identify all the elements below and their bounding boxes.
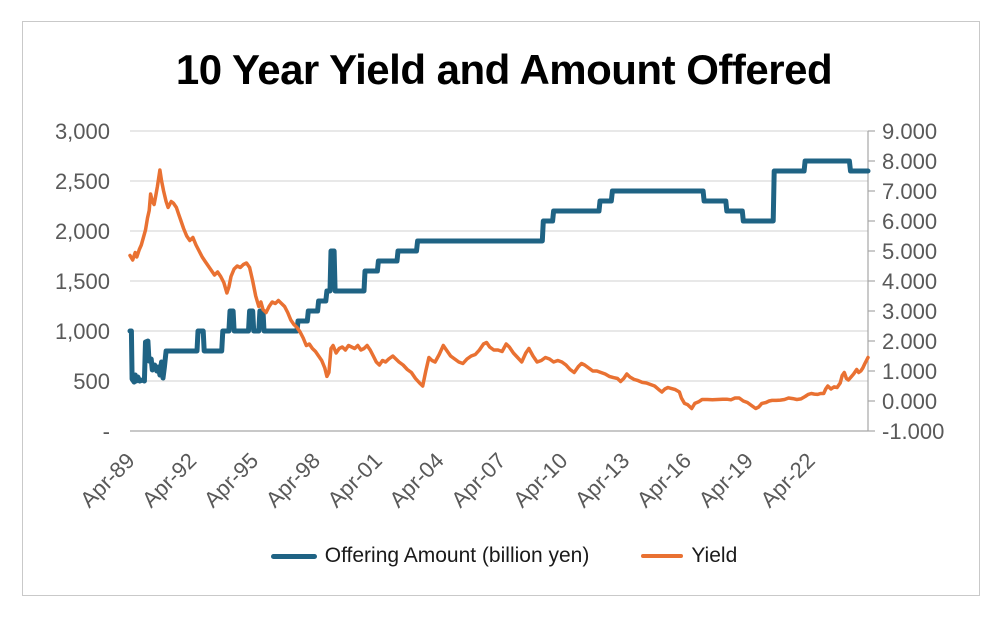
- x-axis-tick-label: Apr-10: [508, 448, 572, 512]
- right-axis-tick-label: 4.000: [882, 269, 937, 294]
- right-axis-tick-label: 1.000: [882, 359, 937, 384]
- right-axis-tick-label: 2.000: [882, 329, 937, 354]
- right-axis-tick-label: 6.000: [882, 209, 937, 234]
- x-axis-tick-label: Apr-07: [446, 448, 510, 512]
- left-axis-tick-label: 3,000: [55, 119, 110, 144]
- left-axis-tick-label: 500: [73, 369, 110, 394]
- series-line-offering-amount: [127, 158, 871, 385]
- x-axis-tick-label: Apr-16: [632, 448, 696, 512]
- x-axis-tick-label: Apr-04: [384, 448, 448, 512]
- x-axis-tick-label: Apr-13: [570, 448, 634, 512]
- legend-item-yield[interactable]: Yield: [641, 544, 737, 568]
- chart-frame: [22, 21, 980, 596]
- left-axis-tick-label: 2,000: [55, 219, 110, 244]
- left-axis-tick-label: 1,000: [55, 319, 110, 344]
- legend-label-offering-amount: Offering Amount (billion yen): [324, 544, 590, 567]
- series-line-yield: [128, 168, 870, 411]
- right-axis-tick-label: 3.000: [882, 299, 937, 324]
- legend-label-yield: Yield: [691, 544, 738, 567]
- chart-title: 10 Year Yield and Amount Offered: [175, 46, 833, 93]
- left-axis-tick-label: 2,500: [55, 169, 110, 194]
- legend: Offering Amount (billion yen) Yield: [0, 544, 1008, 568]
- x-axis-tick-label: Apr-89: [75, 448, 139, 512]
- right-axis-tick-label: -1.000: [882, 419, 944, 444]
- x-axis-tick-label: Apr-19: [694, 448, 758, 512]
- right-axis-tick-label: 9.000: [882, 119, 937, 144]
- right-axis-tick-label: 7.000: [882, 179, 937, 204]
- x-axis-tick-label: Apr-92: [137, 448, 201, 512]
- x-axis-tick-label: Apr-01: [323, 448, 387, 512]
- left-axis-tick-label: 1,500: [55, 269, 110, 294]
- x-axis-tick-label: Apr-95: [199, 448, 263, 512]
- right-axis-tick-label: 0.000: [882, 389, 937, 414]
- right-axis-tick-label: 5.000: [882, 239, 937, 264]
- offering-amount-line-swatch-icon: [270, 553, 317, 559]
- yield-line-swatch-icon: [641, 554, 684, 558]
- left-axis-tick-label: -: [103, 419, 110, 444]
- x-axis-tick-label: Apr-98: [261, 448, 325, 512]
- right-axis-tick-label: 8.000: [882, 149, 937, 174]
- legend-item-offering-amount[interactable]: Offering Amount (billion yen): [270, 544, 590, 568]
- x-axis-tick-label: Apr-22: [755, 448, 819, 512]
